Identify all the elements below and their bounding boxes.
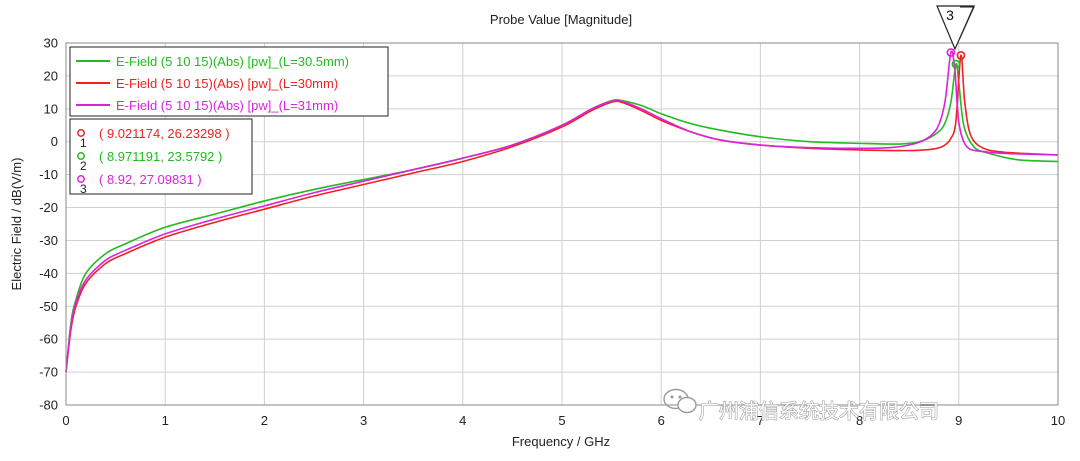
- marker-point: [956, 50, 966, 60]
- plot-frame: [65, 42, 1059, 406]
- y-tick-label: -20: [39, 200, 58, 215]
- marker-row-label: ( 9.021174, 26.23298 ): [99, 126, 230, 141]
- y-tick-label: -80: [39, 398, 58, 413]
- y-tick-label: 30: [44, 36, 58, 51]
- x-tick-label: 7: [757, 413, 764, 428]
- y-tick-label: -50: [39, 299, 58, 314]
- x-tick-label: 9: [955, 413, 962, 428]
- peak-callout-triangle-back: [959, 6, 975, 39]
- legend-box: [69, 46, 389, 117]
- series-line-1: [65, 62, 1059, 373]
- y-axis-label: Electric Field / dB(V/m): [9, 158, 24, 291]
- y-tick-label: -30: [39, 233, 58, 248]
- y-tick-label: -70: [39, 365, 58, 380]
- marker-box: 1 ( 9.021174, 26.23298 ) 2 ( 8.971191, 23.5…: [69, 118, 253, 196]
- legend: E-Field (5 10 15)(Abs) [pw]_(L=30.5mm) E-…: [69, 46, 389, 117]
- y-tick-label: -10: [39, 167, 58, 182]
- marker-box-frame: [69, 118, 253, 195]
- x-tick-label: 2: [261, 413, 268, 428]
- x-tick-label: 4: [459, 413, 466, 428]
- x-tick-layer: 0 1 2 3 4 5 6 7 8 9 10: [62, 413, 1065, 428]
- x-tick-label: 1: [162, 413, 169, 428]
- marker-rows: 1 ( 9.021174, 26.23298 ) 2 ( 8.971191, 23.5…: [77, 126, 230, 196]
- legend-items: E-Field (5 10 15)(Abs) [pw]_(L=30.5mm) E-…: [76, 54, 349, 113]
- y-tick-layer: 30 20 10 0 -10 -20 -30 -40 -50 -60 -70 -80: [39, 36, 58, 413]
- series-line-3: [65, 50, 1059, 373]
- watermark: 广州浦信系统技术有限公司: [663, 388, 940, 424]
- wechat-icon: [663, 388, 697, 414]
- x-tick-label: 5: [558, 413, 565, 428]
- marker-row-label: ( 8.971191, 23.5792 ): [99, 149, 222, 164]
- marker-row-label: ( 8.92, 27.09831 ): [99, 172, 202, 187]
- x-tick-label: 8: [856, 413, 863, 428]
- marker-point: [946, 48, 956, 57]
- marker-row-id: 2: [80, 159, 87, 173]
- x-tick-label: 10: [1051, 413, 1065, 428]
- y-tick-label: 0: [51, 134, 58, 149]
- marker-row-id: 3: [80, 182, 87, 196]
- x-tick-label: 0: [62, 413, 69, 428]
- marker-row-icon: [77, 129, 85, 137]
- y-tick-label: -40: [39, 266, 58, 281]
- x-tick-label: 3: [360, 413, 367, 428]
- x-tick-label: 6: [658, 413, 665, 428]
- legend-entry: E-Field (5 10 15)(Abs) [pw]_(L=31mm): [116, 98, 338, 113]
- marker-point: [951, 59, 961, 69]
- chart-title: Probe Value [Magnitude]: [490, 12, 632, 27]
- marker-row-id: 1: [80, 136, 87, 150]
- peak-callout-label: 3: [946, 7, 954, 23]
- marker-points: [946, 48, 966, 69]
- peak-callout: 3: [936, 5, 975, 51]
- y-tick-label: 20: [44, 68, 58, 83]
- series-layer: [65, 50, 1059, 373]
- y-tick-label: 10: [44, 101, 58, 116]
- legend-entry: E-Field (5 10 15)(Abs) [pw]_(L=30.5mm): [116, 54, 349, 69]
- x-axis-label: Frequency / GHz: [512, 434, 610, 449]
- marker-row-icon: [77, 175, 85, 183]
- legend-entry: E-Field (5 10 15)(Abs) [pw]_(L=30mm): [116, 76, 338, 91]
- series-line-2: [65, 54, 1059, 373]
- marker-row-icon: [77, 152, 85, 160]
- y-tick-label: -60: [39, 332, 58, 347]
- watermark-text: 广州浦信系统技术有限公司: [699, 399, 939, 423]
